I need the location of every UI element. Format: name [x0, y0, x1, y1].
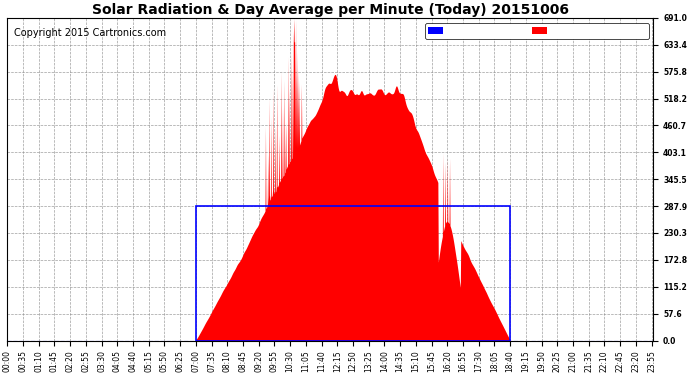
Legend: Median (W/m2), Radiation (W/m2): Median (W/m2), Radiation (W/m2)	[425, 23, 649, 39]
Bar	[196, 206, 510, 340]
Title: Solar Radiation & Day Average per Minute (Today) 20151006: Solar Radiation & Day Average per Minute…	[92, 3, 569, 17]
Text: Copyright 2015 Cartronics.com: Copyright 2015 Cartronics.com	[14, 28, 166, 38]
